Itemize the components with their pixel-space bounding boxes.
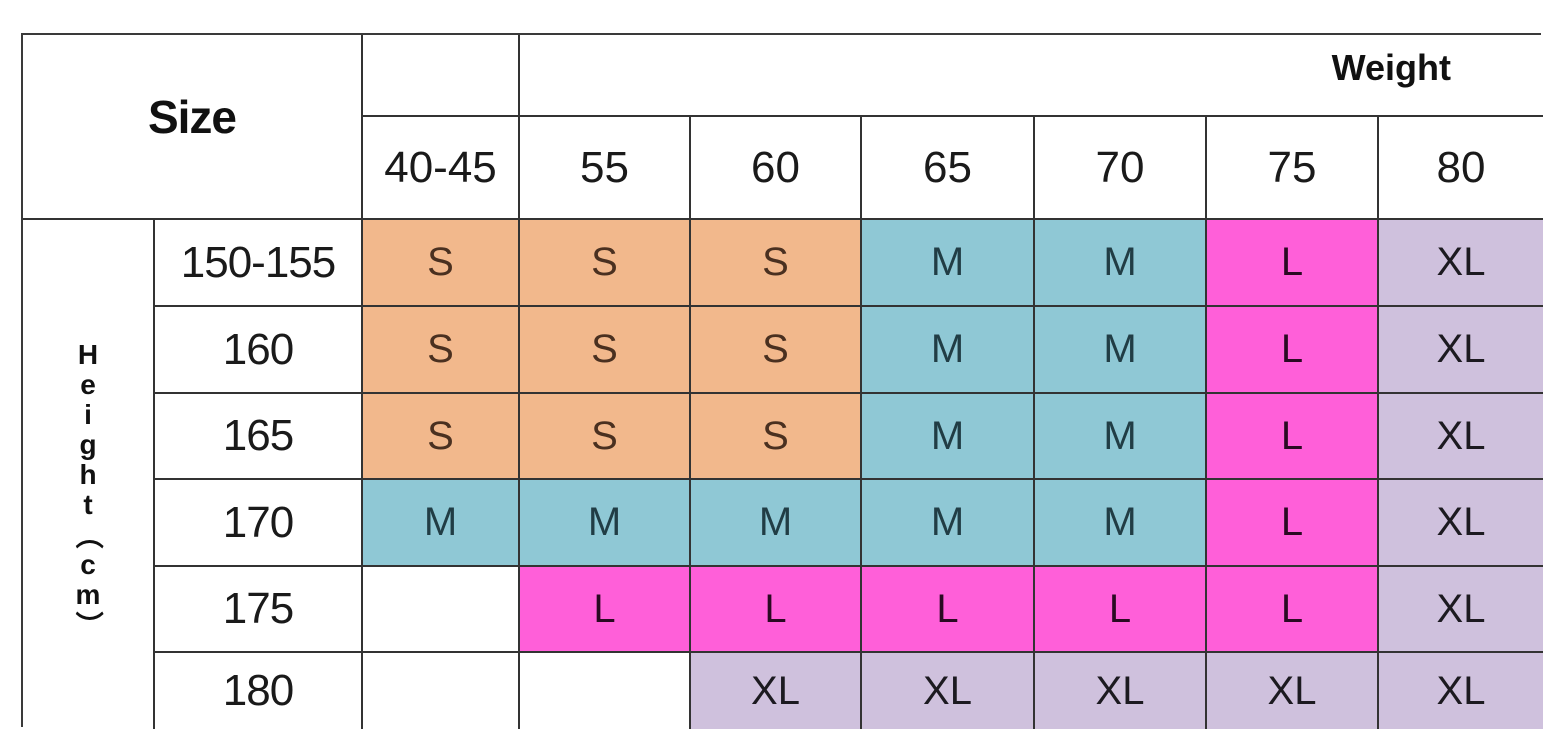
- size-cell: M: [862, 307, 1035, 394]
- height-label-char: ）: [72, 610, 104, 639]
- size-cell: L: [1207, 220, 1379, 307]
- size-cell: XL: [1207, 653, 1379, 729]
- size-cell: S: [520, 394, 691, 480]
- height-label-char: g: [79, 428, 97, 460]
- blank-header-cell: [363, 35, 520, 117]
- size-cell: M: [1035, 307, 1207, 394]
- height-row-header: 180: [155, 653, 363, 729]
- weight-column-header: 75: [1207, 117, 1379, 220]
- size-cell: L: [691, 567, 862, 653]
- size-chart-table: Size Weight 40-45 55 60 65 70 75 80 H e …: [21, 33, 1543, 729]
- size-cell: M: [1035, 394, 1207, 480]
- size-cell: S: [363, 220, 520, 307]
- height-label-char: h: [79, 458, 97, 490]
- size-cell: XL: [862, 653, 1035, 729]
- height-row-header: 160: [155, 307, 363, 394]
- size-cell: XL: [1379, 480, 1543, 567]
- size-cell: S: [520, 220, 691, 307]
- size-cell: M: [1035, 480, 1207, 567]
- size-cell: XL: [691, 653, 862, 729]
- height-axis-label: H e i g h t （ c m ）: [23, 220, 155, 729]
- size-cell: S: [363, 307, 520, 394]
- size-cell: L: [1207, 307, 1379, 394]
- height-label-char: m: [75, 578, 101, 610]
- weight-column-header: 40-45: [363, 117, 520, 220]
- size-cell: L: [1207, 394, 1379, 480]
- size-cell: XL: [1379, 653, 1543, 729]
- size-cell: XL: [1379, 394, 1543, 480]
- height-label-char: H: [77, 338, 99, 370]
- height-label-char: c: [80, 548, 96, 580]
- size-cell: XL: [1379, 567, 1543, 653]
- weight-column-header: 80: [1379, 117, 1543, 220]
- size-cell: M: [862, 394, 1035, 480]
- size-cell: S: [363, 394, 520, 480]
- height-label-char: t: [83, 488, 93, 520]
- size-cell: L: [862, 567, 1035, 653]
- size-cell: M: [862, 480, 1035, 567]
- height-label-char: （: [72, 520, 104, 549]
- height-row-header: 170: [155, 480, 363, 567]
- size-cell: L: [1035, 567, 1207, 653]
- size-cell: L: [1207, 480, 1379, 567]
- table-title: Size: [23, 35, 363, 220]
- height-label-char: i: [84, 398, 92, 430]
- weight-axis-label: Weight: [520, 35, 1543, 117]
- size-cell: M: [1035, 220, 1207, 307]
- size-cell: L: [1207, 567, 1379, 653]
- height-row-header: 150-155: [155, 220, 363, 307]
- size-cell: XL: [1035, 653, 1207, 729]
- weight-column-header: 60: [691, 117, 862, 220]
- size-cell: S: [520, 307, 691, 394]
- weight-column-header: 70: [1035, 117, 1207, 220]
- size-cell: S: [691, 307, 862, 394]
- height-row-header: 165: [155, 394, 363, 480]
- height-row-header: 175: [155, 567, 363, 653]
- size-cell: M: [520, 480, 691, 567]
- size-cell: M: [363, 480, 520, 567]
- height-label-char: e: [80, 368, 96, 400]
- size-cell: S: [691, 220, 862, 307]
- size-cell: M: [862, 220, 1035, 307]
- size-cell-empty: [363, 567, 520, 653]
- size-cell: XL: [1379, 220, 1543, 307]
- size-cell: M: [691, 480, 862, 567]
- size-cell-empty: [363, 653, 520, 729]
- weight-column-header: 65: [862, 117, 1035, 220]
- weight-column-header: 55: [520, 117, 691, 220]
- size-cell: XL: [1379, 307, 1543, 394]
- size-cell: L: [520, 567, 691, 653]
- size-cell-empty: [520, 653, 691, 729]
- size-cell: S: [691, 394, 862, 480]
